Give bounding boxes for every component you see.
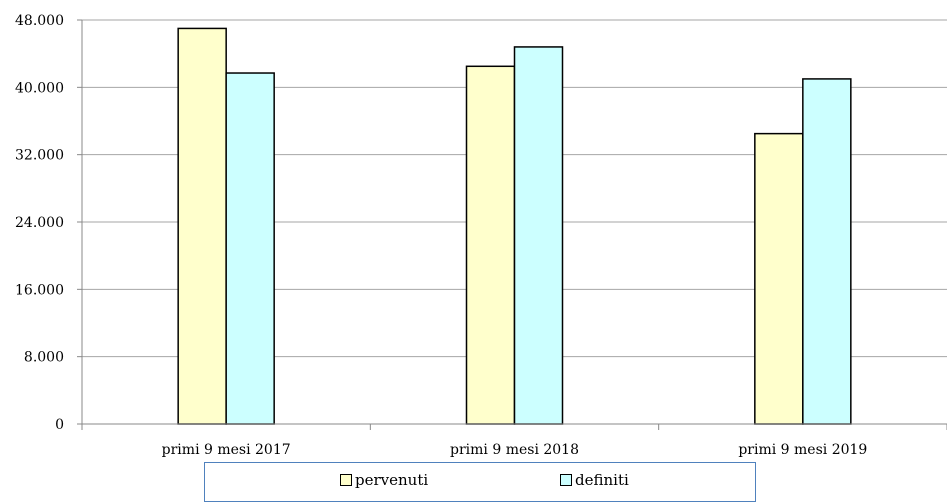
bar-pervenuti: [177, 27, 227, 425]
bar-definiti: [225, 72, 275, 425]
bars: [177, 27, 852, 425]
bar-definiti: [513, 46, 564, 425]
bar-definiti: [802, 78, 852, 425]
legend-swatch-definiti: [560, 474, 572, 486]
legend-item-pervenuti: pervenuti: [340, 471, 428, 489]
legend-label-pervenuti: pervenuti: [355, 471, 429, 489]
legend-item-definiti: definiti: [560, 471, 629, 489]
x-tick-label: primi 9 mesi 2019: [738, 442, 867, 458]
y-tick-label: 32.000: [15, 148, 64, 164]
y-tick-label: 24.000: [15, 215, 64, 231]
x-tick-labels: primi 9 mesi 2017 primi 9 mesi 2018 primi …: [81, 424, 947, 458]
y-tick-labels: 0 8.000 16.000 24.000 32.000 40.000 48.000: [15, 13, 82, 433]
y-tick-label: 48.000: [15, 13, 64, 29]
y-tick-label: 0: [55, 417, 64, 433]
bar-pervenuti: [465, 65, 516, 425]
x-tick-label: primi 9 mesi 2017: [162, 442, 291, 458]
legend: pervenuti definiti: [204, 462, 756, 502]
legend-label-definiti: definiti: [575, 471, 629, 489]
legend-swatch-pervenuti: [340, 474, 352, 486]
y-tick-label: 8.000: [24, 350, 64, 366]
y-tick-label: 40.000: [15, 80, 64, 96]
bar-pervenuti: [754, 132, 804, 425]
y-tick-label: 16.000: [15, 282, 64, 298]
x-tick-label: primi 9 mesi 2018: [450, 442, 579, 458]
